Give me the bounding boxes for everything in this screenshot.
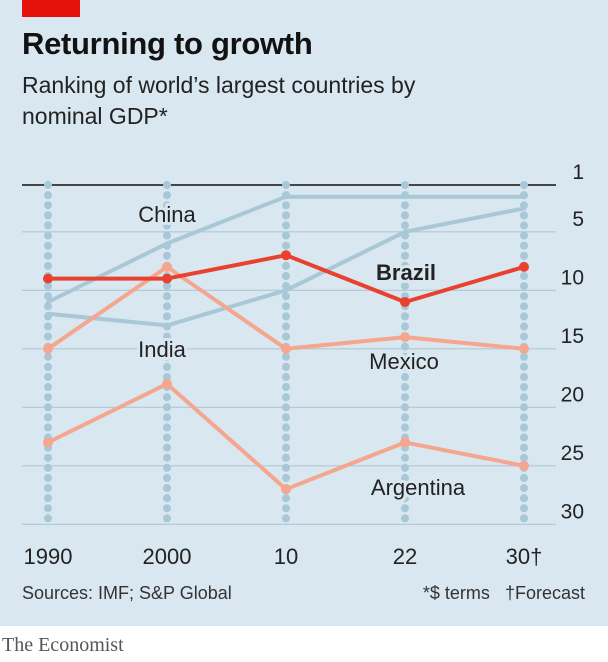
data-point-brazil [43, 273, 53, 284]
data-point-mexico [400, 332, 410, 343]
data-point-mexico [281, 343, 291, 354]
data-point-brazil [519, 261, 529, 272]
brand-logo: The Economist [2, 634, 124, 656]
red-tag [22, 0, 80, 17]
y-tick-label: 1 [572, 161, 584, 184]
y-tick-label: 30 [561, 500, 584, 523]
y-tick-label: 15 [561, 325, 584, 348]
x-tick-label: 2000 [143, 544, 192, 569]
terms-footnote: *$ terms [422, 583, 490, 603]
data-point-brazil [281, 250, 291, 261]
data-point-argentina [43, 437, 53, 448]
data-point-mexico [519, 343, 529, 354]
chart-subtitle: Ranking of world’s largest countries by … [22, 72, 416, 129]
data-point-argentina [281, 484, 291, 495]
series-label-mexico: Mexico [369, 349, 439, 374]
y-tick-label: 20 [561, 383, 584, 406]
data-point-argentina [400, 437, 410, 448]
footnotes: *$ terms †Forecast [413, 583, 585, 604]
data-point-mexico [162, 261, 172, 272]
data-point-argentina [519, 460, 529, 471]
forecast-footnote: †Forecast [504, 583, 585, 603]
series-layer [43, 194, 529, 495]
series-label-india: India [138, 337, 186, 362]
x-tick-label: 30† [506, 544, 543, 569]
series-line-china [46, 194, 526, 304]
year-columns [44, 181, 528, 529]
data-point-brazil [400, 297, 410, 307]
chart-card: Returning to growth Ranking of world’s l… [0, 0, 608, 626]
series-label-argentina: Argentina [371, 475, 466, 500]
data-point-argentina [162, 378, 172, 389]
series-label-brazil: Brazil [376, 260, 436, 285]
x-tick-label: 10 [274, 544, 298, 569]
sources-note: Sources: IMF; S&P Global [22, 583, 232, 603]
series-label-china: China [138, 202, 196, 227]
y-tick-label: 25 [561, 442, 584, 465]
series-line-india [46, 206, 526, 328]
y-tick-label: 10 [561, 266, 584, 289]
y-tick-label: 5 [572, 208, 584, 231]
data-point-mexico [43, 343, 53, 354]
chart-title: Returning to growth [22, 26, 313, 61]
x-tick-label: 22 [393, 544, 417, 569]
data-point-brazil [162, 273, 172, 284]
x-tick-label: 1990 [24, 544, 73, 569]
